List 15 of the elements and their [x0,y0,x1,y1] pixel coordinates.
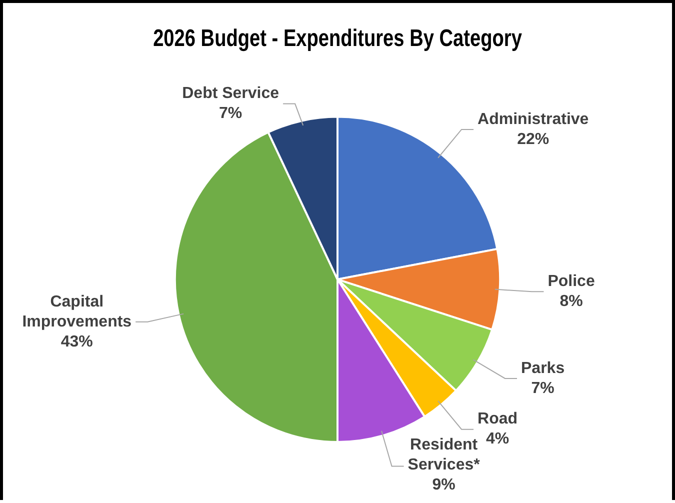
data-label: 43% [60,333,93,350]
slice-label: Debt Service [182,85,280,102]
slice-label: Road [478,410,518,428]
slice-label: Resident Services* [408,436,481,474]
data-label: 9% [432,476,456,494]
slice-label: Parks [521,360,565,377]
data-label: 7% [219,105,242,122]
data-label: 22% [517,130,550,148]
data-label: 7% [531,380,554,397]
chart-title: 2026 Budget - Expenditures By Category [153,24,522,52]
slice-label: Administrative [478,110,589,128]
data-label: 8% [560,293,583,310]
slice-label: Capital Improvements [22,293,132,330]
data-label: 4% [486,430,510,448]
slice-label: Police [548,273,595,290]
